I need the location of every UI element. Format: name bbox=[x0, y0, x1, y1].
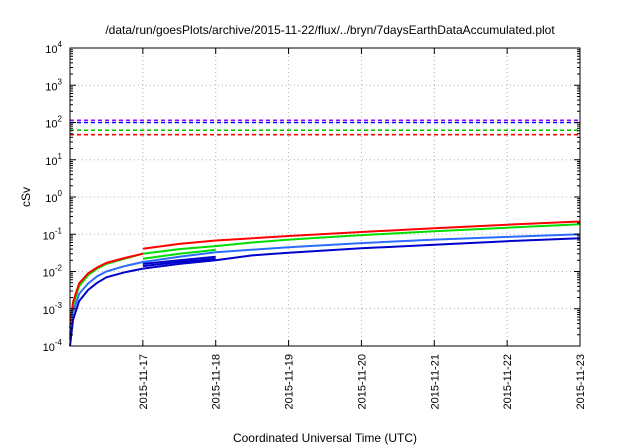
series-lines bbox=[69, 220, 581, 347]
y-tick-exponent: 0 bbox=[58, 189, 63, 198]
y-tick-label: 10-4 bbox=[43, 338, 63, 354]
y-tick-base: 10 bbox=[43, 268, 55, 280]
series-line bbox=[142, 255, 216, 265]
series-line bbox=[69, 261, 144, 340]
series-line bbox=[142, 223, 581, 255]
series-line bbox=[69, 267, 144, 347]
y-tick-exponent: 1 bbox=[58, 152, 63, 161]
axis-ticks bbox=[70, 47, 581, 347]
chart-title: /data/run/goesPlots/archive/2015-11-22/f… bbox=[105, 23, 555, 37]
y-tick-base: 10 bbox=[43, 342, 55, 354]
y-tick-base: 10 bbox=[45, 44, 57, 56]
y-tick-label: 103 bbox=[45, 77, 62, 93]
y-tick-exponent: 4 bbox=[58, 40, 63, 49]
series-line bbox=[69, 252, 144, 335]
series-line bbox=[142, 220, 581, 250]
x-tick-label: 2015-11-20 bbox=[356, 354, 368, 409]
y-axis-label: cSv bbox=[19, 187, 33, 207]
x-tick-label: 2015-11-23 bbox=[575, 354, 587, 409]
x-tick-label: 2015-11-17 bbox=[138, 354, 150, 409]
x-tick-label: 2015-11-19 bbox=[284, 354, 296, 409]
y-tick-exponent: -1 bbox=[55, 226, 63, 235]
x-tick-label: 2015-11-18 bbox=[211, 354, 223, 409]
series-line bbox=[142, 237, 581, 270]
y-tick-label: 10-1 bbox=[43, 226, 63, 242]
y-tick-exponent: 2 bbox=[58, 115, 63, 124]
y-tick-label: 101 bbox=[45, 152, 62, 168]
y-tick-exponent: -2 bbox=[55, 264, 63, 273]
grid bbox=[70, 48, 580, 346]
series-line bbox=[142, 257, 216, 268]
series-line bbox=[69, 252, 144, 329]
x-tick-label: 2015-11-22 bbox=[502, 354, 514, 409]
y-tick-exponent: -4 bbox=[55, 338, 63, 347]
x-tick-label: 2015-11-21 bbox=[429, 354, 441, 409]
x-axis-label: Coordinated Universal Time (UTC) bbox=[233, 431, 417, 445]
y-tick-label: 102 bbox=[45, 115, 62, 131]
y-tick-exponent: -3 bbox=[55, 301, 63, 310]
y-tick-base: 10 bbox=[45, 193, 57, 205]
x-tick-labels: 2015-11-17 2015-11-18 2015-11-19 2015-11-20… bbox=[138, 354, 587, 409]
series-line bbox=[142, 248, 216, 260]
threshold-lines bbox=[70, 119, 580, 136]
y-tick-exponent: 3 bbox=[58, 77, 63, 86]
y-tick-label: 10-3 bbox=[43, 301, 63, 317]
y-tick-label: 104 bbox=[45, 40, 62, 56]
y-tick-base: 10 bbox=[45, 119, 57, 131]
y-tick-label: 100 bbox=[45, 189, 62, 205]
y-tick-base: 10 bbox=[45, 81, 57, 93]
y-tick-base: 10 bbox=[43, 305, 55, 317]
y-tick-base: 10 bbox=[45, 156, 57, 168]
y-tick-label: 10-2 bbox=[43, 264, 63, 280]
series-line bbox=[142, 233, 581, 263]
y-tick-base: 10 bbox=[43, 230, 55, 242]
